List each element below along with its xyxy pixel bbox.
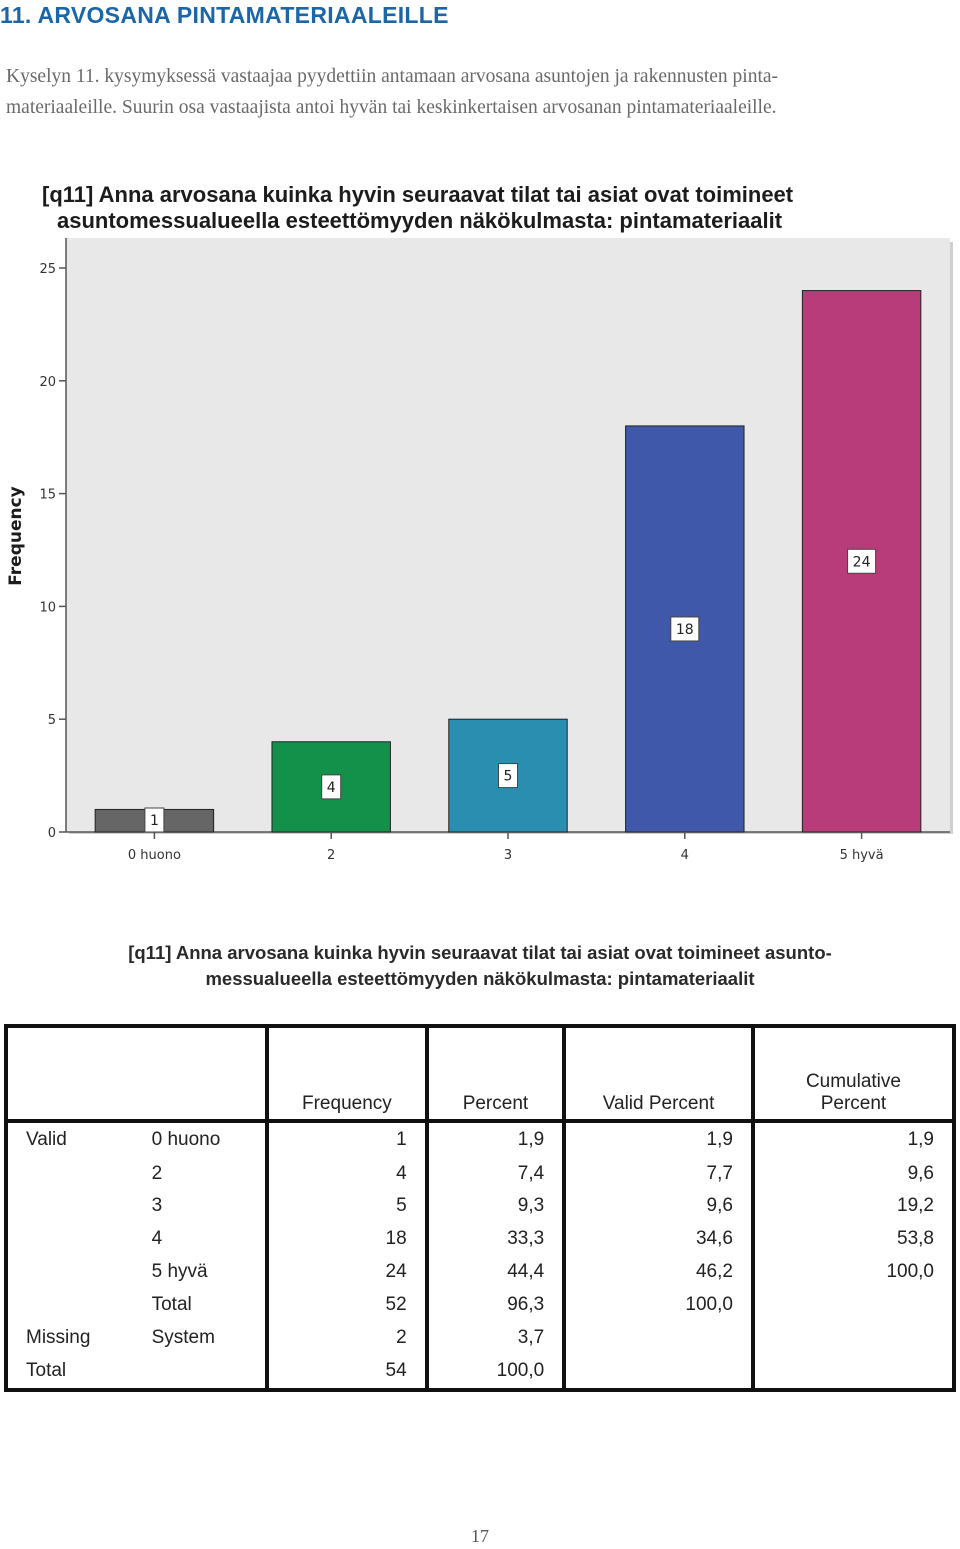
chart-title-line-1: [q11] Anna arvosana kuinka hyvin seuraav… bbox=[42, 182, 794, 207]
row-category-label: 4 bbox=[151, 1228, 163, 1250]
frequency-cell: 54 bbox=[265, 1354, 427, 1390]
header-cumulative-line-2: Percent bbox=[820, 1093, 887, 1115]
valid-percent-cell: 34,6 bbox=[562, 1222, 753, 1256]
row-category-label: System bbox=[151, 1326, 215, 1348]
table-row: Total 52 96,3 100,0 bbox=[6, 1288, 954, 1322]
frequency-cell: 4 bbox=[265, 1157, 427, 1191]
percent-cell: 96,3 bbox=[424, 1288, 565, 1322]
cumulative-percent-cell: 9,6 bbox=[750, 1157, 954, 1191]
data-label: 24 bbox=[853, 554, 871, 570]
cumulative-percent-cell bbox=[750, 1354, 954, 1390]
row-category-label bbox=[134, 1354, 268, 1390]
frequency-cell: 1 bbox=[265, 1121, 427, 1158]
valid-percent-cell: 1,9 bbox=[562, 1121, 753, 1158]
data-label-box bbox=[144, 807, 165, 833]
x-tick-label: 3 bbox=[504, 848, 512, 863]
x-tick-label: 0 huono bbox=[128, 848, 181, 863]
frequency-cell: 24 bbox=[265, 1255, 427, 1289]
table-title-line-1: [q11] Anna arvosana kuinka hyvin seuraav… bbox=[128, 942, 832, 963]
row-category-label: Total bbox=[151, 1293, 192, 1315]
row-group-label bbox=[6, 1289, 134, 1322]
row-group-label: Total bbox=[26, 1360, 67, 1382]
row-category-label: 5 hyvä bbox=[151, 1261, 208, 1283]
row-group-label bbox=[6, 1190, 134, 1223]
y-tick-label: 20 bbox=[39, 375, 56, 390]
row-group-label bbox=[6, 1223, 134, 1256]
data-label-box bbox=[321, 774, 342, 800]
valid-percent-cell bbox=[562, 1354, 753, 1390]
intro-line-2: materiaaleille. Suurin osa vastaajista a… bbox=[6, 97, 777, 118]
cumulative-percent-cell: 53,8 bbox=[750, 1222, 954, 1256]
table-row: Missing System 2 3,7 bbox=[6, 1321, 954, 1355]
percent-cell: 100,0 bbox=[424, 1354, 565, 1390]
data-label: 5 bbox=[504, 769, 513, 785]
row-category-label: 3 bbox=[151, 1195, 163, 1217]
row-category-label: 0 huono bbox=[151, 1129, 221, 1151]
cumulative-percent-cell bbox=[750, 1321, 954, 1355]
y-tick-label: 25 bbox=[39, 262, 56, 277]
percent-cell: 44,4 bbox=[424, 1255, 565, 1289]
x-tick-label: 4 bbox=[681, 848, 689, 863]
row-group-label bbox=[6, 1157, 134, 1190]
y-tick-label: 5 bbox=[48, 713, 56, 728]
header-blank bbox=[6, 1026, 268, 1124]
header-frequency: Frequency bbox=[265, 1026, 427, 1124]
percent-cell: 1,9 bbox=[424, 1121, 565, 1158]
chart-title-line-2: asuntomessualueella esteettömyyden näkök… bbox=[57, 208, 783, 233]
frequency-cell: 2 bbox=[265, 1321, 427, 1355]
cumulative-percent-cell bbox=[750, 1288, 954, 1322]
data-label: 4 bbox=[327, 780, 336, 796]
data-label: 1 bbox=[150, 813, 159, 829]
y-axis-label: Frequency bbox=[6, 486, 26, 586]
y-tick-label: 0 bbox=[48, 826, 56, 841]
percent-cell: 33,3 bbox=[424, 1222, 565, 1256]
table-title: [q11] Anna arvosana kuinka hyvin seuraav… bbox=[0, 940, 960, 992]
frequency-cell: 18 bbox=[265, 1222, 427, 1256]
y-tick-label: 15 bbox=[39, 488, 56, 503]
table-row: Total 54 100,0 bbox=[6, 1354, 954, 1390]
valid-percent-cell: 7,7 bbox=[562, 1157, 753, 1191]
data-label: 18 bbox=[676, 622, 694, 638]
table-row: 4 18 33,3 34,6 53,8 bbox=[6, 1222, 954, 1256]
x-tick-label: 5 hyvä bbox=[840, 848, 884, 863]
table-title-line-2: messualueella esteettömyyden näkökulmast… bbox=[205, 968, 755, 989]
percent-cell: 9,3 bbox=[424, 1190, 565, 1223]
header-cumulative-percent: Cumulative Percent bbox=[750, 1026, 954, 1124]
table-row: Valid 0 huono 1 1,9 1,9 1,9 bbox=[6, 1121, 954, 1158]
header-percent: Percent bbox=[424, 1026, 565, 1124]
x-tick-label: 2 bbox=[327, 848, 335, 863]
frequency-table: Frequency Percent Valid Percent Cumulati… bbox=[4, 1024, 956, 1392]
frequency-cell: 52 bbox=[265, 1288, 427, 1322]
section-heading: 11. ARVOSANA PINTAMATERIAALEILLE bbox=[0, 2, 449, 28]
cumulative-percent-cell: 100,0 bbox=[750, 1255, 954, 1289]
intro-line-1: Kyselyn 11. kysymyksessä vastaajaa pyyde… bbox=[6, 66, 779, 87]
data-label-box bbox=[847, 548, 877, 574]
y-tick-label: 10 bbox=[39, 600, 56, 615]
row-group-label bbox=[6, 1256, 134, 1289]
table-header-row: Frequency Percent Valid Percent Cumulati… bbox=[6, 1026, 954, 1124]
frequency-bar-chart: [q11] Anna arvosana kuinka hyvin seuraav… bbox=[6, 182, 953, 863]
valid-percent-cell: 100,0 bbox=[562, 1288, 753, 1322]
valid-percent-cell: 46,2 bbox=[562, 1255, 753, 1289]
cumulative-percent-cell: 1,9 bbox=[750, 1121, 954, 1158]
page-number: 17 bbox=[471, 1526, 489, 1546]
percent-cell: 7,4 bbox=[424, 1157, 565, 1191]
percent-cell: 3,7 bbox=[424, 1321, 565, 1355]
row-group-label: Valid bbox=[26, 1129, 67, 1151]
table-row: 2 4 7,4 7,7 9,6 bbox=[6, 1157, 954, 1191]
row-group-label: Missing bbox=[26, 1326, 91, 1348]
header-valid-percent: Valid Percent bbox=[562, 1026, 753, 1124]
valid-percent-cell bbox=[562, 1321, 753, 1355]
row-category-label: 2 bbox=[151, 1162, 163, 1184]
table-row: 5 hyvä 24 44,4 46,2 100,0 bbox=[6, 1255, 954, 1289]
header-cumulative-line-1: Cumulative bbox=[805, 1071, 901, 1093]
valid-percent-cell: 9,6 bbox=[562, 1190, 753, 1223]
cumulative-percent-cell: 19,2 bbox=[750, 1190, 954, 1223]
frequency-cell: 5 bbox=[265, 1190, 427, 1223]
table-row: 3 5 9,3 9,6 19,2 bbox=[6, 1190, 954, 1223]
data-label-box bbox=[670, 616, 700, 642]
data-label-box bbox=[498, 763, 518, 789]
intro-paragraph: Kyselyn 11. kysymyksessä vastaajaa pyyde… bbox=[6, 61, 956, 123]
